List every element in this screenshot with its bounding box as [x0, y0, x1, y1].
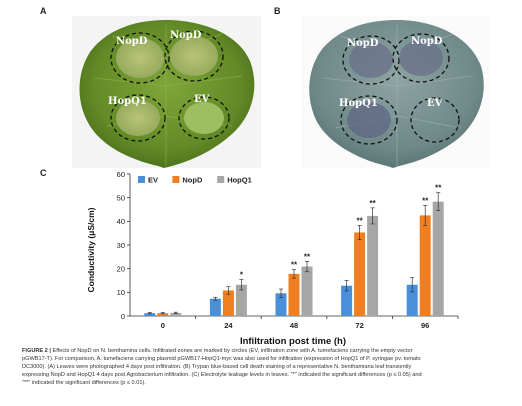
legend-label-nopd: NopD: [182, 176, 203, 185]
label-hopq1: HopQ1: [108, 96, 147, 107]
panel-label-b: B: [274, 6, 281, 16]
bar-ev: [209, 298, 221, 316]
caption-line-4: expressing NopD and HopQ1 4 days post Ag…: [22, 371, 422, 378]
label-hopq1: HopQ1: [339, 98, 378, 109]
legend-swatch-nopd: [172, 176, 180, 183]
bar-hopq1: [170, 312, 182, 316]
bar-nopd: [354, 232, 366, 316]
bar-ev: [144, 313, 156, 316]
x-tick-label: 24: [224, 321, 233, 330]
label-ev: EV: [194, 94, 210, 105]
y-tick-label: 40: [117, 217, 125, 226]
y-tick-label: 10: [117, 288, 125, 297]
panel-label-c: C: [40, 168, 47, 178]
y-tick-label: 0: [121, 312, 125, 321]
y-tick-label: 20: [117, 264, 125, 273]
infiltration-zones: [110, 30, 230, 142]
y-axis-title: Conductivity (μS/cm): [86, 207, 96, 292]
chart-legend: EV NopD HopQ1: [138, 176, 252, 185]
infiltration-zones: [340, 33, 460, 145]
bar-nopd: [419, 215, 431, 316]
significance-marker: **: [291, 261, 298, 270]
leaf-photo-b-image: NopD NopD HopQ1 EV: [309, 20, 484, 168]
significance-marker: *: [240, 271, 244, 280]
label-nopd-left: NopD: [347, 38, 379, 49]
x-tick-label: 48: [290, 321, 298, 330]
legend-label-hopq1: HopQ1: [227, 176, 252, 185]
bar-nopd: [288, 273, 300, 316]
chart-bars: *************: [144, 184, 444, 316]
bar-nopd: [222, 290, 234, 316]
x-axis-title: Infiltration post time (h): [240, 336, 346, 346]
significance-marker: **: [369, 199, 376, 208]
bar-ev: [341, 285, 353, 316]
x-tick-label: 0: [161, 321, 165, 330]
chart-axes: 0 10 20 30 40 50 60 0 24 48 72 96: [117, 170, 459, 330]
bar-hopq1: [301, 266, 313, 316]
label-ev: EV: [427, 98, 443, 109]
significance-marker: **: [304, 252, 311, 261]
leaf-shape: [79, 20, 255, 168]
leaf-photo-b: NopD NopD HopQ1 EV: [301, 16, 490, 168]
legend-swatch-hopq1: [217, 176, 225, 183]
significance-marker: **: [435, 184, 442, 193]
legend-label-ev: EV: [148, 176, 158, 185]
bar-hopq1: [432, 201, 444, 316]
significance-marker: **: [422, 196, 429, 205]
x-tick-label: 72: [355, 321, 363, 330]
label-nopd-right: NopD: [170, 30, 202, 41]
figure-caption: FIGURE 2 | Effects of NopD on N. bentham…: [22, 348, 502, 388]
bar-ev: [406, 284, 418, 316]
panel-label-a: A: [40, 6, 47, 16]
bar-ev: [275, 293, 287, 316]
label-nopd-right: NopD: [411, 36, 443, 47]
bar-nopd: [157, 313, 169, 316]
label-nopd-left: NopD: [116, 36, 148, 47]
bar-hopq1: [367, 215, 379, 316]
y-tick-label: 50: [117, 193, 125, 202]
caption-line-1: Effects of NopD on N. benthamina cells. …: [50, 348, 413, 354]
caption-line-3: DC3000). (A) Leaves were photographed 4 …: [22, 363, 412, 370]
legend-swatch-ev: [138, 176, 145, 183]
bar-hopq1: [235, 284, 247, 316]
leaf-photo-a-image: NopD NopD HopQ1 EV: [79, 20, 255, 168]
caption-label: FIGURE 2 |: [22, 348, 51, 354]
significance-marker: **: [356, 216, 363, 225]
caption-line-2: pGWB17-T). For comparison, A. tumefacien…: [22, 355, 421, 362]
x-tick-label: 96: [421, 321, 429, 330]
y-tick-label: 30: [117, 241, 125, 250]
y-tick-label: 60: [117, 170, 125, 179]
caption-line-5: "**" indicated the significant differenc…: [22, 379, 146, 386]
leaf-photo-a: NopD NopD HopQ1 EV: [72, 16, 261, 168]
